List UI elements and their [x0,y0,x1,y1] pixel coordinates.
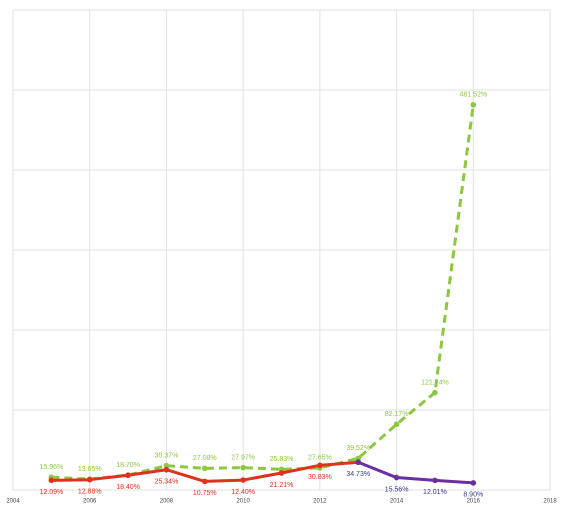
data-label: 12.01% [423,489,447,496]
x-tick-label: 2008 [160,499,174,505]
data-point [163,466,170,473]
data-point [470,480,477,486]
data-point [355,459,362,466]
data-label: 39.52% [346,445,370,452]
data-label: 10.75% [193,490,217,497]
data-label: 27.08% [193,455,217,462]
data-point [201,478,208,485]
data-point [470,101,477,108]
data-point [48,477,55,484]
data-point [240,464,246,471]
x-tick-label: 2016 [467,499,481,505]
data-label: 30.37% [155,453,179,460]
data-point [432,389,438,396]
data-label: 121.74% [421,379,449,386]
data-label: 13.65% [78,466,102,473]
x-tick-label: 2018 [543,499,557,505]
data-point [317,462,323,469]
data-label: 21.21% [270,482,294,489]
data-point [240,477,246,483]
data-point [201,465,208,472]
series-line [357,460,474,485]
x-tick-label: 2014 [390,499,404,505]
data-label: 15.56% [385,486,409,493]
data-point [393,474,400,481]
data-label: 481.52% [459,92,487,99]
x-tick-label: 2006 [83,499,97,505]
data-label: 30.83% [308,474,332,481]
data-point [432,477,438,484]
data-label: 27.65% [308,455,332,462]
x-tick-label: 2012 [313,499,327,505]
data-label: 34.73% [346,471,370,478]
data-point [125,472,131,479]
data-point [278,470,285,476]
data-label: 18.40% [116,484,140,491]
x-tick-label: 2004 [6,499,20,505]
data-label: 82.17% [385,411,409,418]
data-label: 12.40% [231,489,255,496]
data-label: 15.96% [39,464,63,471]
data-label: 12.88% [78,489,102,496]
data-point [355,455,362,462]
data-label: 12.09% [39,489,63,496]
data-point [163,462,170,469]
data-label: 8.90% [463,492,483,499]
data-label: 27.97% [231,454,255,461]
data-point [393,421,400,428]
x-tick-label: 2010 [236,499,250,505]
data-point [86,476,93,483]
data-label: 25.34% [155,479,179,486]
data-label: 18.70% [116,462,140,469]
data-label: 25.83% [270,456,294,463]
